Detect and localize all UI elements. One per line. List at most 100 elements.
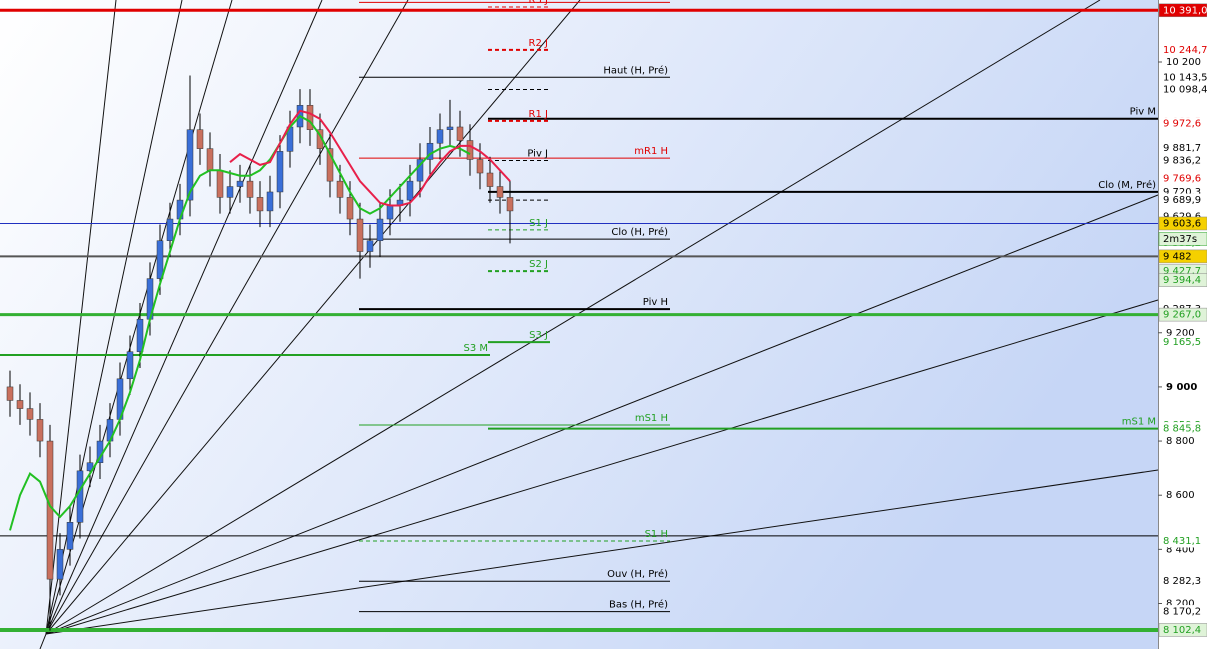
price-tag-label: 10 143,5 <box>1163 72 1207 83</box>
candle-body <box>26 408 34 420</box>
price-tag-label: 9 603,6 <box>1163 218 1201 229</box>
candle-body <box>456 126 464 141</box>
candle-body <box>436 129 444 144</box>
price-tag <box>1159 422 1207 436</box>
candle-body <box>226 186 234 198</box>
candle-body <box>486 172 494 187</box>
candle-body <box>6 386 14 401</box>
y-tick-label: 8 200 <box>1166 599 1195 610</box>
candle-body <box>336 180 344 198</box>
level-label: R3 J <box>529 0 548 6</box>
candle-body <box>46 440 54 580</box>
price-tag-label: 9 836,2 <box>1163 156 1201 167</box>
y-tick-label: 8 600 <box>1166 490 1195 501</box>
candle-body <box>156 240 164 279</box>
price-tag <box>1159 335 1207 349</box>
level-label: Clo (M, Pré) <box>1098 179 1156 191</box>
candle-body <box>76 470 84 523</box>
price-tag <box>1159 117 1207 131</box>
candle-body <box>196 129 204 149</box>
level-label: S3 M <box>463 343 488 354</box>
price-tag <box>1158 3 1207 18</box>
level-label: Piv J <box>527 149 548 160</box>
candle-body <box>506 197 514 212</box>
price-tag <box>1159 574 1207 588</box>
candle-body <box>466 140 474 160</box>
y-tick-label: 8 400 <box>1166 544 1195 555</box>
price-tag-label: 10 244,7 <box>1163 45 1207 56</box>
candle-body <box>216 170 224 198</box>
candle-body <box>256 197 264 212</box>
level-label: S1 H <box>645 529 668 540</box>
price-tag-label: 9 165,5 <box>1163 337 1201 348</box>
level-label: Piv H <box>643 297 668 308</box>
price-tag-label: 8 102,4 <box>1163 625 1201 636</box>
candle-body <box>386 205 394 220</box>
price-tag-label: 8 170,2 <box>1163 607 1201 618</box>
level-label: Bas (H, Pré) <box>609 599 668 611</box>
price-tag <box>1159 605 1207 619</box>
price-tag <box>1159 193 1207 207</box>
price-tag-label: 9 482 <box>1163 251 1192 262</box>
price-tag <box>1158 623 1207 637</box>
moving-average <box>229 109 511 207</box>
candle-body <box>276 151 284 193</box>
candle-body <box>496 186 504 198</box>
level-label: mS1 M <box>1122 417 1156 428</box>
y-tick-label: 9 200 <box>1166 328 1195 339</box>
y-tick-label: 8 800 <box>1166 436 1195 447</box>
candle-body <box>16 400 24 409</box>
candle-body <box>346 197 354 220</box>
price-tag-label: 8 845,8 <box>1163 424 1201 435</box>
price-tag-label: 9 267,0 <box>1163 310 1201 321</box>
candle-body <box>126 351 134 380</box>
level-label: R1 H <box>644 0 668 1</box>
candle-body <box>306 105 314 130</box>
countdown: 2m37s <box>1163 234 1197 245</box>
candle-body <box>136 318 144 352</box>
candle-body <box>36 419 44 442</box>
level-label: mS1 H <box>635 413 668 424</box>
price-tag <box>1158 249 1207 264</box>
plot-background <box>0 0 1158 649</box>
level-label: mR1 H <box>634 146 668 157</box>
candle-body <box>476 159 484 174</box>
candle-body <box>246 180 254 198</box>
candle-body <box>356 218 364 252</box>
y-tick-label: 9 000 <box>1166 382 1197 393</box>
gann-fan <box>39 0 1159 649</box>
price-tag <box>1158 273 1207 287</box>
candle-body <box>66 522 74 550</box>
candle-body <box>56 549 64 580</box>
candle-body <box>186 129 194 201</box>
candle-body <box>406 180 414 201</box>
price-tag-label: 8 282,3 <box>1163 576 1201 587</box>
price-tag-label: 9 769,6 <box>1163 174 1201 185</box>
price-tag-label: 9 972,6 <box>1163 119 1201 130</box>
countdown-box <box>1158 232 1207 246</box>
level-label: Clo (H, Pré) <box>611 226 668 238</box>
price-tag-label: 10 098,4 <box>1163 85 1207 96</box>
price-tag <box>1159 141 1207 155</box>
candle-body <box>416 159 424 182</box>
price-tag-label: 10 391,0 <box>1163 5 1207 16</box>
level-label: R1 J <box>529 109 548 120</box>
price-tag-label: 9 720,3 <box>1163 187 1201 198</box>
level-label: Haut (H, Pré) <box>603 64 668 76</box>
price-tag <box>1159 43 1207 57</box>
price-tag <box>1159 534 1207 548</box>
y-tick-label: 10 200 <box>1166 57 1201 68</box>
candle-body <box>446 126 454 130</box>
level-label: S1 J <box>529 218 548 229</box>
price-tag-label: 8 431,1 <box>1163 536 1201 547</box>
level-label: Piv M <box>1130 107 1156 118</box>
price-tag <box>1159 172 1207 186</box>
candle-body <box>166 218 174 241</box>
price-tag-label: 9 689,9 <box>1163 195 1201 206</box>
price-tag <box>1159 70 1207 84</box>
level-label: R2 J <box>529 38 548 49</box>
level-label: Ouv (H, Pré) <box>607 568 668 580</box>
price-tag <box>1158 216 1207 231</box>
price-tag <box>1158 307 1207 322</box>
